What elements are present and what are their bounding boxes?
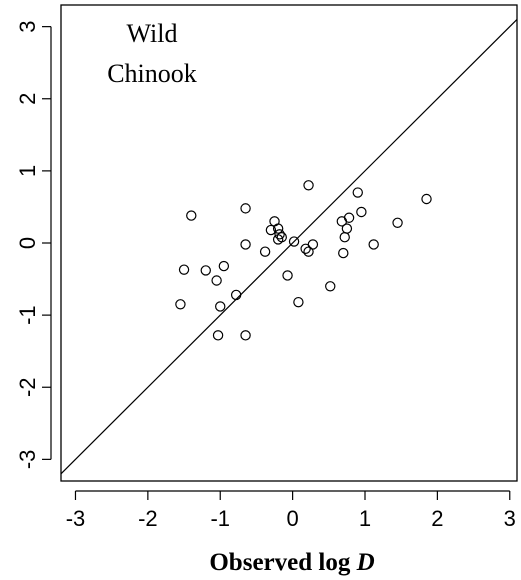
data-point [356, 206, 367, 218]
data-point [341, 223, 353, 234]
y-tick-label: -1 [15, 305, 40, 325]
data-point [293, 296, 304, 308]
identity-line [60, 18, 518, 475]
data-point [265, 224, 277, 236]
x-tick-label: -1 [210, 506, 230, 531]
data-point [336, 216, 348, 227]
y-tick-label: 3 [15, 21, 40, 33]
data-point [325, 281, 336, 292]
data-point [421, 193, 432, 205]
x-tick-label: 2 [431, 506, 443, 531]
data-point [211, 275, 222, 286]
x-tick-label: 1 [359, 506, 371, 531]
data-point [274, 229, 285, 240]
x-axis-label-variable: D [356, 549, 375, 576]
data-point [368, 239, 379, 250]
data-point [303, 246, 314, 257]
x-axis-label-prefix: Observed log [209, 549, 356, 576]
data-point [175, 299, 186, 310]
x-tick-label: -2 [138, 506, 158, 531]
data-point [339, 232, 350, 243]
annotation-line-2: Chinook [107, 59, 197, 88]
data-point [276, 232, 287, 243]
data-point [282, 270, 293, 281]
x-tick-label: -3 [66, 506, 86, 531]
data-point [215, 301, 226, 312]
x-axis-label: Observed log D [209, 549, 374, 576]
data-point [338, 247, 349, 259]
plot-layer: -3 -2 -1 0 1 2 3 -3 -2 -1 0 1 2 3 [15, 4, 518, 531]
data-point [240, 330, 251, 341]
y-tick-label: 1 [15, 165, 40, 177]
data-point [240, 239, 251, 250]
y-tick-label: 0 [15, 237, 40, 249]
data-point [303, 180, 314, 191]
data-point [300, 243, 311, 254]
data-point [272, 223, 284, 234]
y-tick-label: 2 [15, 93, 40, 105]
data-point [259, 246, 271, 257]
plot-frame [60, 4, 518, 482]
data-point [200, 265, 211, 276]
data-point [352, 187, 363, 198]
data-point [230, 289, 242, 301]
y-tick-label: -2 [15, 377, 40, 397]
data-point [178, 264, 190, 275]
x-tick-label: 0 [286, 506, 298, 531]
y-tick-label: -3 [15, 450, 40, 470]
data-point [392, 217, 403, 229]
data-point [212, 330, 224, 341]
annotation-line-1: Wild [127, 19, 178, 48]
data-point [186, 210, 197, 221]
data-point [240, 203, 251, 214]
x-tick-label: 3 [504, 506, 516, 531]
data-point [288, 236, 300, 247]
data-point [218, 260, 230, 272]
